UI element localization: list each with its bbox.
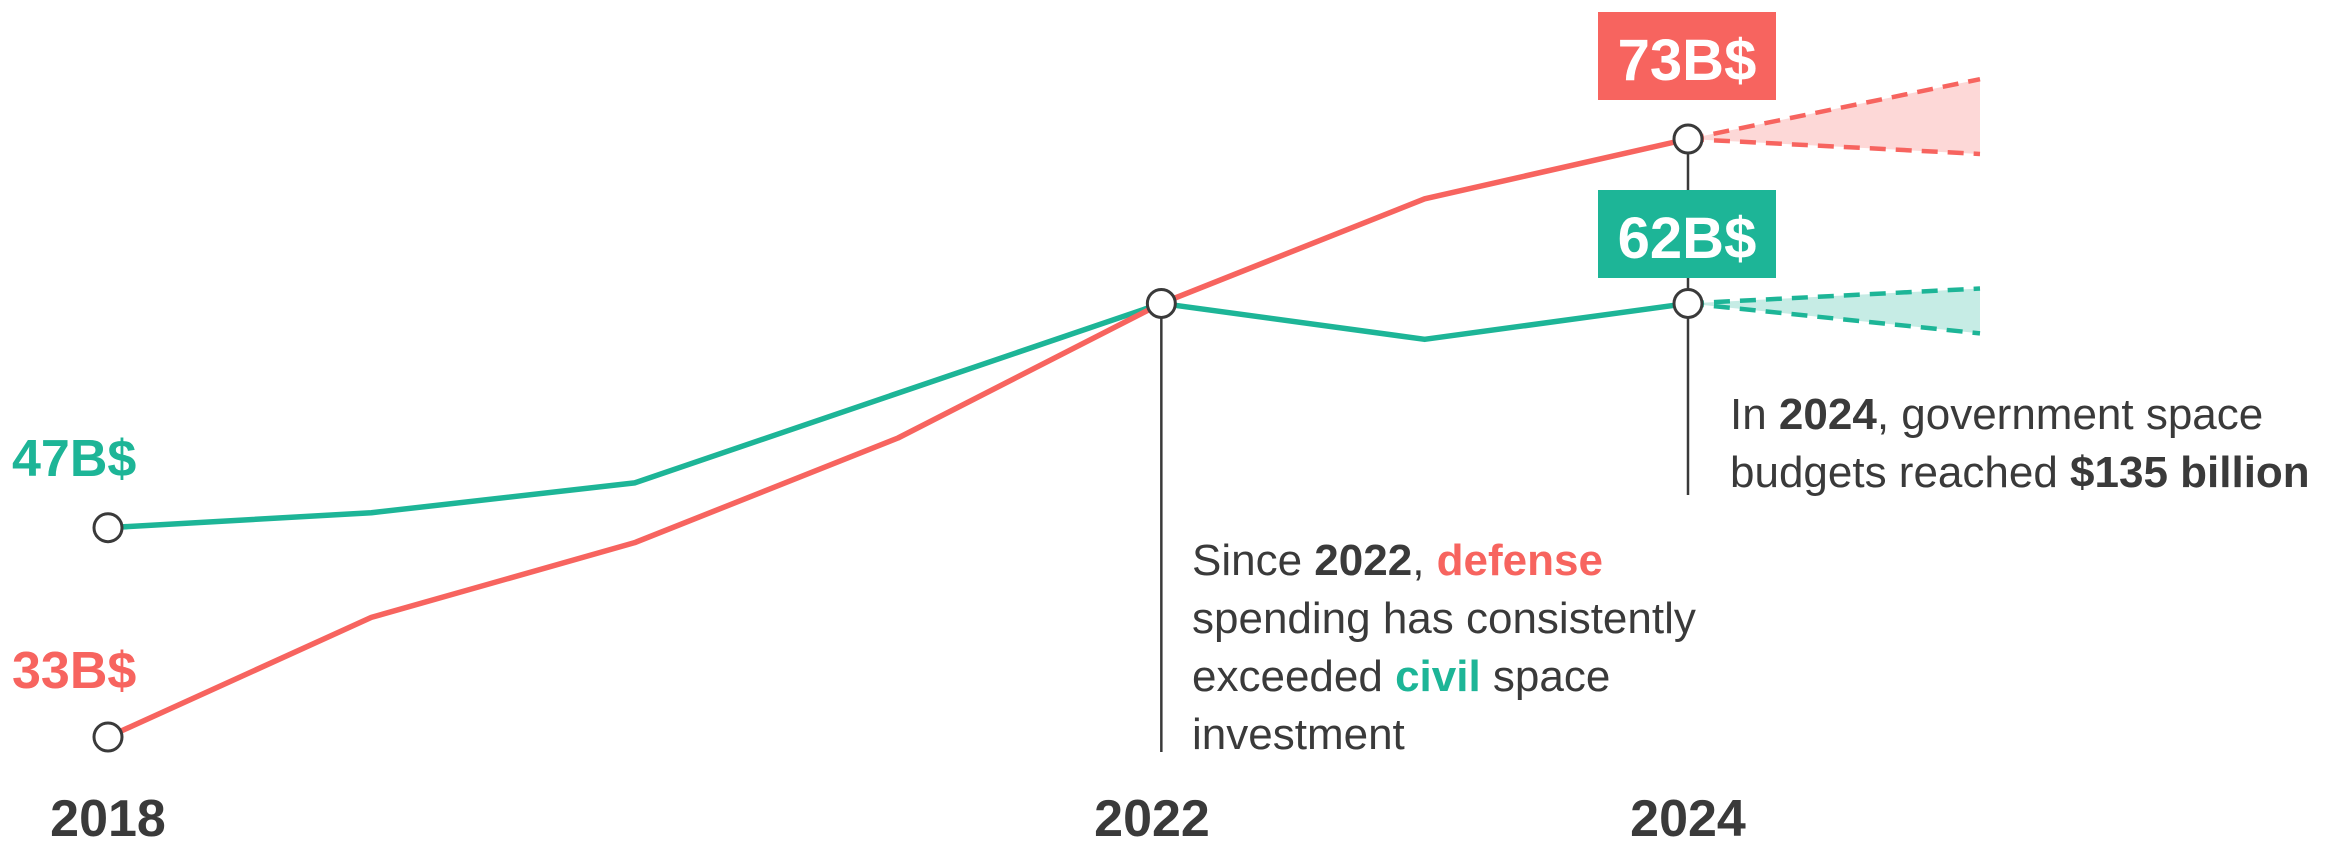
crossover-annotation: Since 2022, defense spending has consist… [1192, 532, 1752, 764]
annotation-year: 2024 [1778, 390, 1877, 439]
series-lines [105, 136, 1691, 740]
defense-end-label: 73B$ [1618, 28, 1757, 93]
defense-projection-upper-line [1687, 76, 1981, 142]
total-annotation: In 2024, government space budgets reache… [1730, 386, 2330, 502]
annotation-text: , [1412, 536, 1437, 585]
defense-start-label: 33B$ [12, 642, 136, 700]
annotation-text: In [1730, 390, 1779, 439]
annotation-civil-word: civil [1395, 652, 1481, 701]
defense-marker-2018 [92, 721, 124, 753]
point-markers [92, 123, 1704, 753]
defense-projection-area [1688, 79, 1980, 154]
defense-end-label-box [1598, 12, 1776, 100]
x-tick-label-2018: 2018 [50, 790, 166, 842]
annotation-year: 2022 [1314, 536, 1413, 585]
projection-areas [1687, 76, 1981, 336]
value-labels: 33B$ 47B$ 73B$ 62B$ [12, 12, 1776, 700]
annotation-text: Since [1192, 536, 1315, 585]
civil-projection-upper-line [1687, 286, 1981, 306]
civil-marker-2018 [92, 512, 124, 544]
annotation-text: , government space budgets reached [1730, 390, 2264, 497]
civil-marker-2024 [1672, 287, 1704, 319]
defense-line [105, 136, 1691, 740]
defense-projection-lower-line [1687, 136, 1981, 157]
annotation-defense-word: defense [1436, 536, 1603, 585]
annotation-amount: $135 billion [2070, 448, 2310, 497]
civil-projection-lower-line [1687, 301, 1981, 336]
civil-start-label: 47B$ [12, 430, 136, 488]
annotation-text: space investment [1192, 652, 1611, 759]
x-tick-label-2022: 2022 [1094, 790, 1210, 842]
civil-line [105, 300, 1691, 531]
annotation-text: spending has consistently exceeded [1192, 594, 1696, 701]
civil-end-label: 62B$ [1618, 206, 1757, 271]
crossover-marker-2022 [1145, 287, 1177, 319]
x-axis-ticks: 2018 2022 2024 [50, 790, 1746, 842]
civil-projection-area [1688, 288, 1980, 334]
x-tick-label-2024: 2024 [1630, 790, 1746, 842]
defense-marker-2024 [1672, 123, 1704, 155]
civil-end-label-box [1598, 190, 1776, 278]
